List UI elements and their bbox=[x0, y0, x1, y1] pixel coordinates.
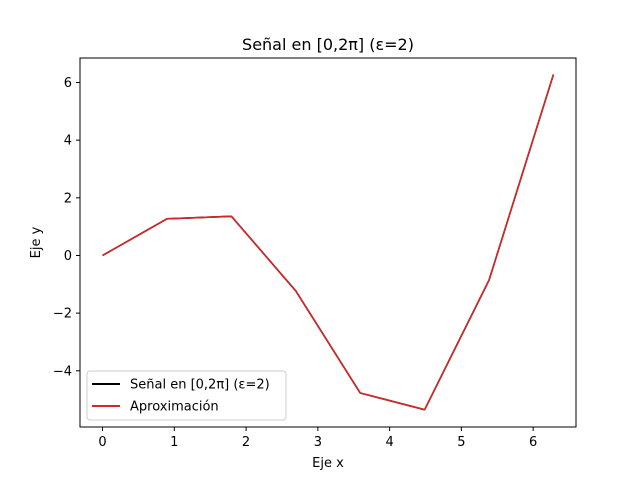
series-lines bbox=[102, 74, 555, 411]
y-axis-label: Eje y bbox=[29, 226, 44, 258]
x-tick-label: 3 bbox=[314, 435, 322, 450]
x-tick-label: 0 bbox=[98, 435, 106, 450]
chart-title: Señal en [0,2π] (ε=2) bbox=[242, 35, 414, 54]
plot-area-frame bbox=[79, 57, 577, 428]
legend-box bbox=[86, 370, 287, 421]
x-tick-label: 1 bbox=[170, 435, 178, 450]
y-tick-label: 2 bbox=[64, 191, 72, 206]
x-tick-label: 2 bbox=[242, 435, 250, 450]
x-tick-label: 4 bbox=[385, 435, 393, 450]
legend: Señal en [0,2π] (ε=2) Aproximación bbox=[86, 370, 287, 421]
y-tick-label: −4 bbox=[53, 364, 72, 379]
y-tick-label: 4 bbox=[64, 134, 72, 149]
x-axis-label: Eje x bbox=[312, 456, 344, 471]
legend-label-aproximacion: Aproximación bbox=[130, 400, 219, 415]
legend-label-senal: Señal en [0,2π] (ε=2) bbox=[130, 378, 270, 393]
axis-ticks: 0 1 2 3 4 5 6 −4 −2 0 2 4 6 bbox=[53, 76, 537, 450]
series-line-aproximacion bbox=[102, 74, 555, 411]
series-line-senal bbox=[102, 74, 555, 411]
x-tick-label: 5 bbox=[457, 435, 465, 450]
y-tick-label: 0 bbox=[64, 249, 72, 264]
y-tick-label: 6 bbox=[64, 76, 72, 91]
y-tick-label: −2 bbox=[53, 307, 72, 322]
x-tick-label: 6 bbox=[529, 435, 537, 450]
